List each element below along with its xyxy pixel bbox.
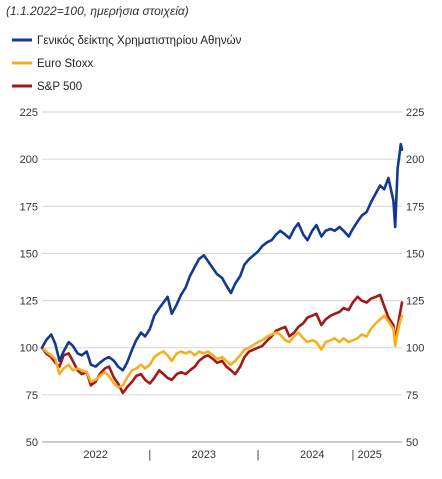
y-tick-label-left: 150 (20, 248, 38, 260)
y-tick-label-left: 200 (20, 154, 38, 166)
series-line (40, 142, 404, 372)
series-lines (40, 142, 404, 395)
chart-subtitle: (1.1.2022=100, ημερήσια στοιχεία) (6, 4, 189, 18)
y-tick-label-right: 200 (406, 154, 424, 166)
y-tick-label-left: 75 (26, 390, 38, 402)
series-line (40, 314, 404, 389)
y-tick-label-right: 225 (406, 107, 424, 119)
y-tick-label-left: 125 (20, 296, 38, 308)
x-tick-label: | 2025 (352, 449, 382, 461)
legend: Γενικός δείκτης Χρηματιστηρίου Αθηνών Eur… (12, 35, 242, 93)
y-tick-label-left: 50 (26, 437, 38, 449)
y-tick-label-right: 125 (406, 296, 424, 308)
y-tick-label-left: 225 (20, 107, 38, 119)
axes: 50 50 75 75 100 100 125 125 150 150 175 175 200 200 22… (20, 107, 425, 461)
legend-label: S&P 500 (37, 81, 82, 93)
y-tick-label-right: 50 (406, 437, 418, 449)
y-tick-label-right: 175 (406, 201, 424, 213)
legend-label: Γενικός δείκτης Χρηματιστηρίου Αθηνών (37, 35, 242, 47)
series-line (40, 293, 404, 395)
y-tick-label-right: 75 (406, 390, 418, 402)
y-tick-label-left: 175 (20, 201, 38, 213)
x-tick-label: | (257, 449, 260, 461)
x-tick-label: 2024 (300, 449, 324, 461)
y-tick-label-right: 100 (406, 343, 424, 355)
x-tick-label: | (148, 449, 151, 461)
x-tick-label: 2023 (192, 449, 216, 461)
x-tick-label: 2022 (83, 449, 107, 461)
y-tick-label-left: 100 (20, 343, 38, 355)
y-tick-label-right: 150 (406, 248, 424, 260)
legend-label: Euro Stoxx (37, 58, 93, 70)
